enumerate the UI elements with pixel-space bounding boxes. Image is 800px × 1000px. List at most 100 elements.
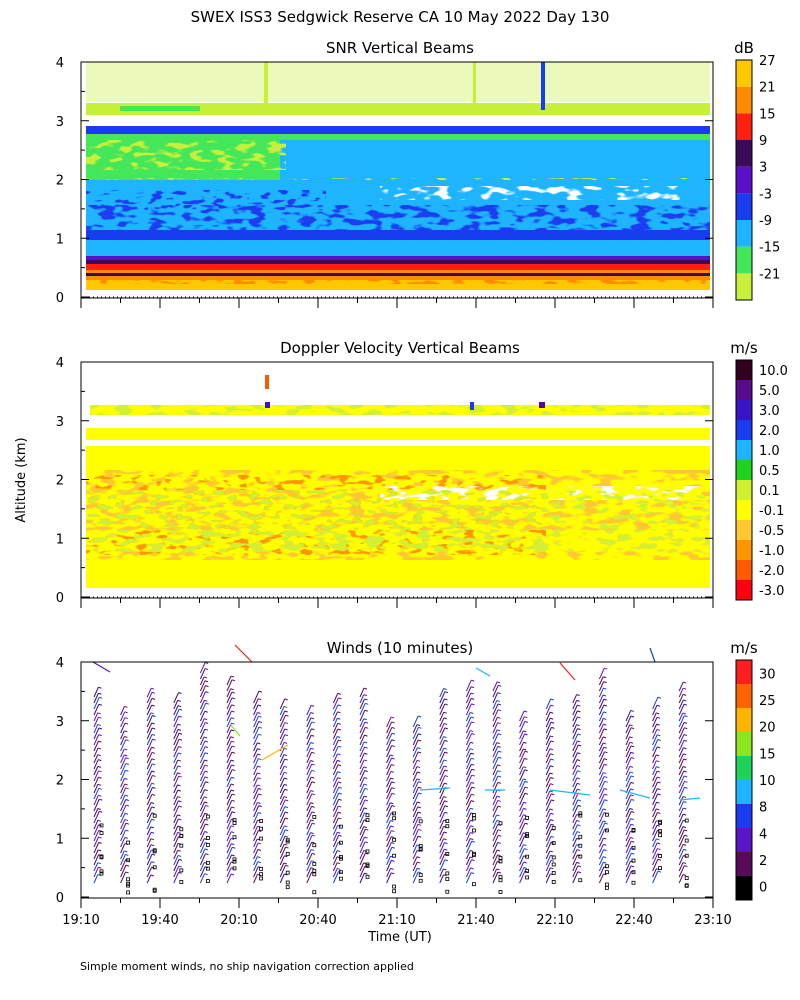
wind-barb [598, 829, 606, 842]
wind-missing-marker [259, 819, 264, 823]
snr-band-1km [86, 230, 710, 240]
wind-barb-flag [311, 852, 316, 855]
wind-barb-flag [577, 804, 582, 807]
wind-barb [120, 706, 125, 716]
wind-barb [93, 867, 99, 878]
wind-barb [359, 850, 365, 860]
wind-barb-flag [683, 699, 687, 702]
wind-barb [359, 828, 366, 842]
wind-barb [598, 742, 604, 752]
wind-barb [332, 704, 339, 716]
wind-barb [173, 775, 180, 788]
wind-barb-flag [98, 829, 102, 832]
wind-barb [332, 856, 338, 866]
wind-barb [199, 759, 205, 770]
wind-barb-flag [311, 811, 315, 814]
wind-barb-flag [444, 703, 448, 706]
wind-barb-flag [364, 746, 368, 749]
wind-barb [226, 789, 232, 800]
wind-barb [598, 718, 604, 728]
wind-barb-flag [631, 798, 635, 801]
wind-missing-marker [232, 866, 237, 871]
wind-barb-flag [151, 782, 155, 785]
wind-barb-flag [204, 873, 208, 876]
wind-barb [253, 772, 258, 782]
wind-barb [199, 789, 206, 800]
wind-barb [412, 816, 420, 830]
wind-barb [386, 860, 392, 872]
wind-barb [679, 797, 701, 801]
wind-barb [226, 740, 232, 752]
wind-barb-flag [257, 712, 261, 714]
wind-barb-flag [311, 805, 315, 808]
wind-barb [226, 854, 233, 866]
wind-barb-flag [443, 831, 447, 834]
wind-barb [279, 754, 285, 764]
wind-barb-flag [549, 711, 554, 714]
wind-missing-marker [99, 869, 104, 874]
colorbar-swatch [736, 380, 752, 400]
wind-missing-marker [179, 880, 184, 884]
wind-barb-flag [125, 871, 129, 874]
wind-barb [226, 745, 233, 758]
wind-barb [173, 814, 178, 824]
wind-barb-flag [230, 837, 235, 840]
wind-barb-flag [683, 848, 687, 851]
colorbar-swatch [736, 480, 752, 500]
wind-barb-flag [285, 846, 289, 849]
wind-barb-flag [497, 692, 501, 695]
wind-barb [412, 771, 418, 782]
wind-barb-flag [338, 786, 342, 789]
wind-barb [279, 728, 286, 740]
wind-barb [306, 811, 313, 824]
wind-barb-flag [285, 829, 289, 832]
wind-barb [412, 844, 418, 854]
wind-barb-flag [416, 778, 421, 781]
wind-barb-flag [257, 704, 262, 707]
x-axis-label: Time (UT) [367, 930, 432, 945]
wind-barb-flag [98, 787, 102, 790]
wind-barb-flag [284, 728, 288, 731]
wind-barb-flag [497, 722, 501, 725]
wind-barb [386, 771, 392, 782]
wind-barb-flag [98, 841, 102, 844]
wind-barb [598, 746, 605, 758]
wind-barb-flag [603, 723, 607, 726]
wind-barb-flag [683, 758, 687, 761]
wind-missing-marker [658, 819, 662, 824]
wind-barb [199, 702, 207, 716]
wind-barb-flag [151, 849, 155, 852]
wind-barb-flag [310, 867, 315, 870]
snr-spike-3 [541, 62, 545, 110]
wind-barb-flag [390, 777, 394, 780]
wind-barb [439, 717, 445, 728]
wind-barb [386, 777, 392, 788]
wind-barb-flag [418, 781, 422, 784]
wind-barb-flag [97, 747, 102, 750]
wind-missing-marker [126, 877, 130, 882]
wind-barb-flag [363, 759, 368, 762]
wind-barb [226, 675, 232, 686]
wind-barb [93, 862, 99, 872]
wind-barb [678, 820, 684, 830]
wind-barb [652, 734, 658, 746]
wind-barb-flag [444, 859, 449, 862]
wind-barb-flag [576, 759, 581, 762]
wind-barb-flag [337, 759, 341, 762]
wind-barb [253, 690, 260, 704]
wind-barb-flag [98, 836, 102, 839]
wind-barb [332, 711, 338, 722]
wind-barb-flag [150, 874, 154, 877]
snr-spike-1 [264, 62, 268, 110]
wind-barb [492, 824, 499, 836]
wind-barb-flag [390, 825, 394, 828]
wind-barb [572, 831, 578, 842]
wind-barb [652, 812, 658, 824]
wind-barb-flag [311, 776, 315, 779]
wind-barb-flag [178, 775, 182, 778]
wind-barb-flag [98, 727, 103, 730]
wind-barb [332, 697, 339, 710]
wind-barb-flag [258, 726, 263, 729]
wind-barb-flag [364, 787, 368, 790]
wind-barb-flag [177, 723, 181, 726]
